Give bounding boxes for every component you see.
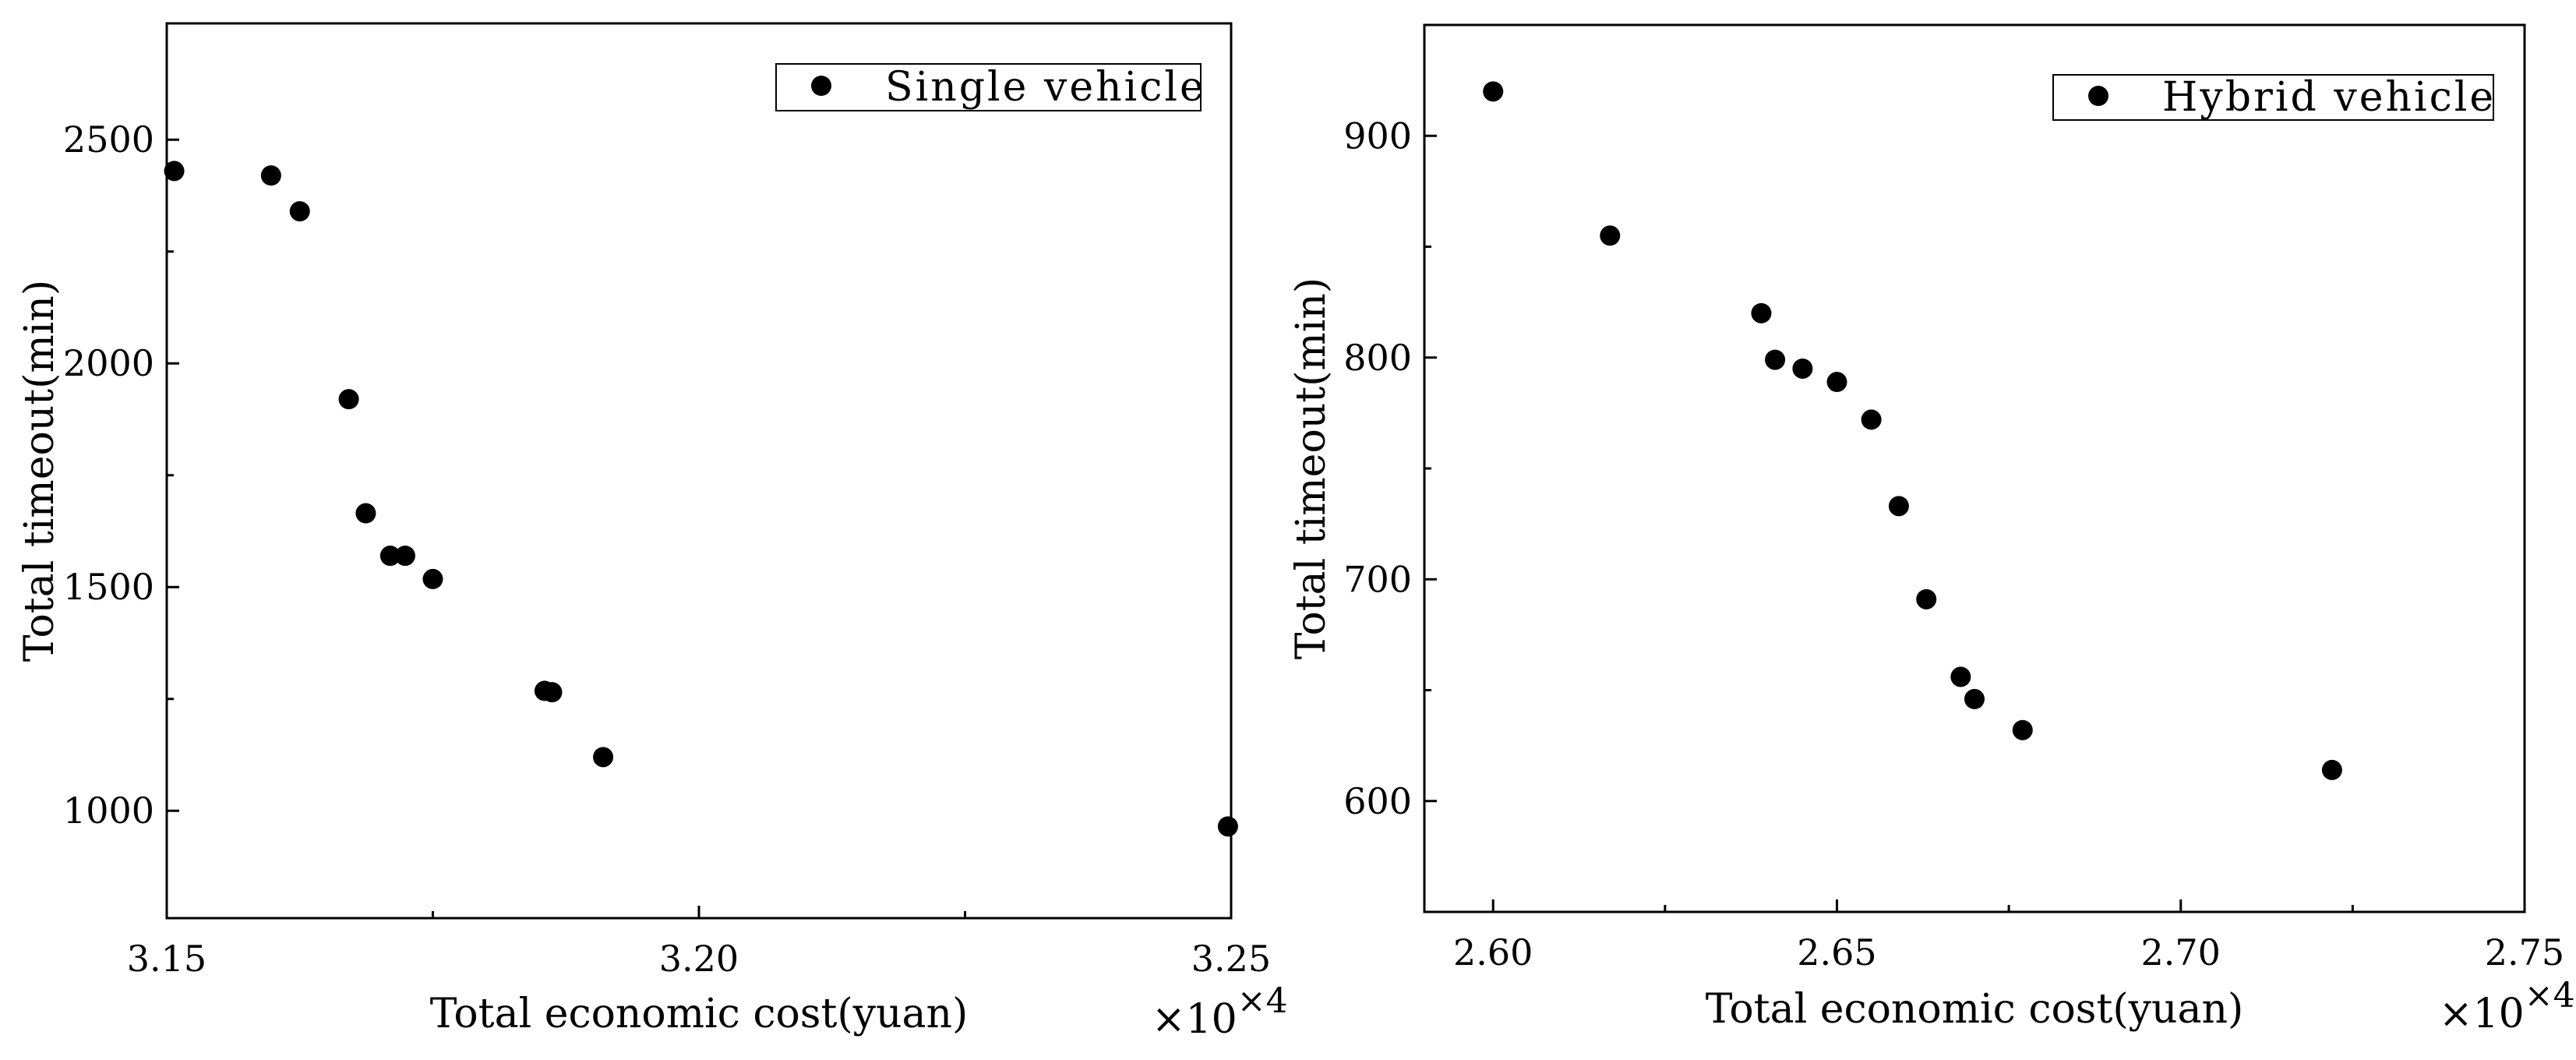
single-vehicle-data-point	[422, 568, 443, 589]
hybrid-vehicle-legend: Hybrid vehicle	[2052, 74, 2496, 121]
hybrid-vehicle-data-point	[1483, 81, 1504, 102]
single-vehicle-y-tick-label: 1000	[63, 790, 154, 832]
single-vehicle-data-point	[338, 389, 359, 410]
single-vehicle-legend: Single vehicle	[775, 63, 1206, 111]
single-vehicle-legend-label: Single vehicle	[885, 64, 1206, 111]
single-vehicle-data-point	[379, 546, 401, 567]
hybrid-vehicle-data-point	[1826, 372, 1847, 393]
single-vehicle-y-tick-label: 2000	[63, 342, 154, 384]
hybrid-vehicle-x-tick-label: 2.60	[1453, 931, 1533, 973]
hybrid-vehicle-x-tick-label: 2.75	[2485, 931, 2564, 973]
hybrid-vehicle-data-point	[1600, 225, 1621, 246]
single-vehicle-data-point	[164, 161, 185, 182]
single-vehicle-x-axis-label: Total economic cost(yuan)	[430, 991, 969, 1037]
hybrid-vehicle-data-point	[1792, 358, 1813, 379]
hybrid-vehicle-legend-box	[2052, 74, 2494, 121]
hybrid-vehicle-y-tick-label: 600	[1343, 780, 1412, 822]
single-vehicle-y-tick-label: 1500	[63, 566, 154, 608]
hybrid-vehicle-y-tick-label: 800	[1343, 337, 1412, 379]
hybrid-vehicle-x-axis-label: Total economic cost(yuan)	[1706, 986, 2244, 1033]
hybrid-vehicle-data-point	[1765, 349, 1786, 370]
single-vehicle-data-point	[1217, 816, 1238, 837]
hybrid-vehicle-x-tick-label: 2.65	[1797, 931, 1876, 973]
hybrid-vehicle-data-point	[1861, 409, 1882, 430]
single-vehicle-data-point	[394, 546, 415, 567]
hybrid-vehicle-x-multiplier-base: ×10	[2439, 991, 2525, 1037]
hybrid-vehicle-data-point	[1950, 666, 1971, 687]
hybrid-vehicle-y-tick-label: 900	[1343, 115, 1412, 157]
hybrid-vehicle-x-tick-label: 2.70	[2141, 931, 2221, 973]
single-vehicle-data-point	[355, 503, 376, 524]
hybrid-vehicle-data-point	[1888, 496, 1909, 517]
single-vehicle-data-point	[542, 682, 563, 703]
single-vehicle-x-multiplier: ×10×4	[1152, 981, 1288, 1043]
hybrid-vehicle-data-point	[1964, 688, 1985, 709]
hybrid-vehicle-chart: 2.60 2.65 2.70 2.75 600 700 800 900 Total econom…	[1288, 23, 2575, 1037]
single-vehicle-data-point	[260, 165, 281, 186]
single-vehicle-legend-box	[775, 63, 1202, 111]
hybrid-vehicle-data-point	[1916, 588, 1937, 610]
single-vehicle-data-point	[593, 747, 614, 768]
hybrid-vehicle-data-point	[2321, 759, 2342, 780]
single-vehicle-y-axis-label: Total timeout(min)	[16, 280, 63, 662]
single-vehicle-legend-marker	[811, 76, 831, 96]
single-vehicle-chart: 3.15 3.20 3.25 1000 1500 2000 2500 Total econom…	[16, 22, 1288, 1043]
single-vehicle-x-tick-label: 3.15	[127, 938, 206, 980]
single-vehicle-x-tick-label: 3.25	[1191, 938, 1271, 980]
hybrid-vehicle-y-tick-label: 700	[1343, 558, 1412, 600]
single-vehicle-x-tick-label: 3.20	[659, 938, 739, 980]
single-vehicle-y-tick-label: 2500	[63, 118, 154, 161]
single-vehicle-x-multiplier-exponent: ×4	[1237, 981, 1288, 1021]
hybrid-vehicle-x-multiplier-exponent: ×4	[2525, 976, 2575, 1016]
single-vehicle-data-point	[289, 201, 310, 222]
single-vehicle-x-multiplier-base: ×10	[1152, 996, 1237, 1043]
hybrid-vehicle-data-point	[1751, 302, 1772, 323]
hybrid-vehicle-data-point	[2012, 719, 2033, 740]
hybrid-vehicle-x-multiplier: ×10×4	[2439, 976, 2575, 1037]
hybrid-vehicle-y-axis-label: Total timeout(min)	[1288, 277, 1335, 659]
hybrid-vehicle-legend-marker	[2088, 86, 2108, 106]
hybrid-vehicle-legend-label: Hybrid vehicle	[2162, 74, 2496, 121]
